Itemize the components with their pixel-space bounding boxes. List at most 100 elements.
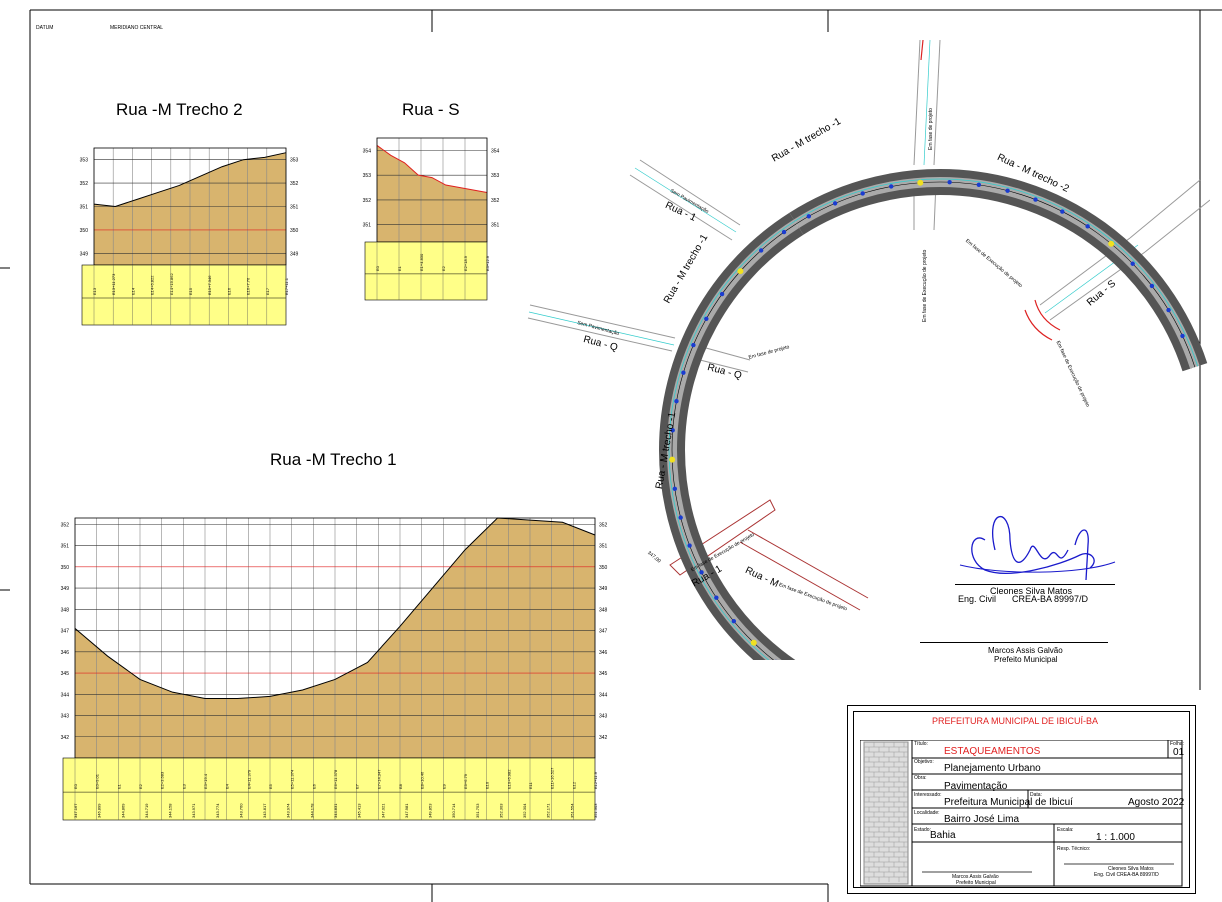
- station-label: E8: [398, 783, 403, 789]
- level-label: 347.167: [73, 803, 78, 818]
- station-marker: [832, 201, 838, 206]
- y-tick-left: 346: [61, 650, 70, 656]
- level-label: 351.554: [569, 803, 574, 818]
- road-inner-band: [939, 185, 1193, 372]
- level-label: 344.831: [333, 803, 338, 818]
- station-label: E14+19.862: [169, 273, 174, 295]
- station-marker: [947, 179, 952, 185]
- level-label: 343.974: [286, 803, 291, 818]
- plan-view: [527, 39, 1210, 660]
- level-label: 345.413: [357, 803, 362, 818]
- folha-label: Folha:: [1170, 741, 1184, 747]
- mayor-sig-line: [920, 642, 1108, 643]
- station-marker-yellow: [1108, 240, 1115, 247]
- station-marker: [860, 191, 865, 196]
- y-tick-left: 345: [61, 671, 70, 677]
- obra-value: Pavimentação: [944, 781, 1008, 792]
- road-centerline: [671, 449, 775, 660]
- station-label: E0+9.01: [95, 773, 100, 789]
- station-label: E5: [268, 783, 273, 789]
- tb-sig-right-name: Cleones Silva Matos: [1108, 866, 1154, 872]
- y-tick-right: 352: [599, 522, 608, 528]
- y-tick-right: 352: [491, 198, 500, 204]
- y-tick-left: 354: [363, 148, 372, 154]
- title-block-header: PREFEITURA MUNICIPAL DE IBICUÍ-BA: [932, 716, 1099, 726]
- engineer-role: Eng. Civil: [958, 594, 997, 604]
- y-tick-right: 353: [491, 173, 500, 179]
- station-marker: [672, 486, 678, 492]
- datum-label: DATUM: [36, 25, 54, 31]
- y-tick-right: 345: [599, 671, 608, 677]
- station-band: [62, 757, 596, 821]
- level-label: 344.869: [120, 803, 125, 818]
- station-label: E1: [116, 783, 121, 789]
- rua-q-road: [527, 304, 751, 373]
- road-outer-band: [939, 169, 1208, 367]
- y-tick-left: 352: [363, 198, 372, 204]
- station-marker-yellow: [669, 456, 676, 463]
- station-label: E7+14.347: [376, 769, 381, 789]
- road-inner-band: [675, 449, 796, 660]
- station-marker: [731, 619, 737, 624]
- folha-value: 01: [1173, 747, 1185, 758]
- station-marker: [976, 182, 982, 188]
- terrain-line: [376, 145, 488, 193]
- label-em-fase-projeto-top: Em fase de projeto: [928, 108, 934, 150]
- station-label: E3: [181, 783, 186, 789]
- station-label: E17: [265, 287, 270, 295]
- y-tick-right: 351: [599, 544, 608, 550]
- label-em-fase-exec-vert: Em fase de Execução de projeto: [922, 249, 928, 322]
- level-label: 344.719: [144, 803, 149, 818]
- station-band: [81, 264, 287, 326]
- station-marker: [1166, 307, 1171, 313]
- station-label: E0: [73, 783, 78, 789]
- station-marker: [1085, 224, 1090, 229]
- tb-sig-left-name: Marcos Assis Galvão: [952, 874, 999, 880]
- y-tick-left: 353: [80, 158, 89, 164]
- road-edge-cyan: [939, 178, 1199, 367]
- rua-1-top-road: [629, 159, 741, 241]
- y-tick-right: 352: [290, 181, 299, 187]
- station-marker: [889, 184, 894, 189]
- objetivo-value: Planejamento Urbano: [944, 763, 1041, 774]
- y-tick-left: 350: [61, 565, 70, 571]
- objetivo-label: Objetivo:: [914, 759, 934, 765]
- escala-label: Escala:: [1057, 827, 1074, 833]
- level-label: 352.304: [522, 803, 527, 818]
- station-label: E0: [375, 265, 380, 271]
- road-edge-cyan: [668, 220, 796, 451]
- station-marker: [1033, 197, 1038, 202]
- y-tick-left: 351: [61, 544, 70, 550]
- level-label: 344.178: [309, 803, 314, 818]
- station-label: E12+11.9: [593, 771, 598, 789]
- y-tick-left: 351: [80, 205, 89, 211]
- y-tick-left: 352: [61, 522, 70, 528]
- station-marker: [1180, 333, 1185, 339]
- estado-label: Estado:: [914, 827, 931, 833]
- resp-label: Resp. Técnico:: [1057, 846, 1091, 852]
- station-marker: [1130, 261, 1135, 266]
- title-block-inner: [853, 711, 1190, 888]
- station-label: E3+12.9: [485, 255, 490, 271]
- station-marker-yellow: [737, 268, 744, 275]
- station-label: E11+16.527: [550, 767, 555, 789]
- road-centerline: [939, 181, 1196, 368]
- localidade-value: Bairro José Lima: [944, 814, 1020, 825]
- level-label: 347.981: [404, 803, 409, 818]
- station-label: E12: [571, 781, 576, 789]
- station-marker: [719, 291, 725, 297]
- level-label: 352.303: [498, 803, 503, 818]
- road-outer-band: [659, 449, 769, 660]
- station-marker: [781, 229, 787, 235]
- station-marker: [1060, 209, 1065, 214]
- station-label: E14+6.822: [150, 275, 155, 295]
- station-label: E2+18.9: [463, 255, 468, 271]
- y-tick-right: 351: [491, 223, 500, 229]
- station-label: E15+7.346: [207, 275, 212, 295]
- station-label: E5+11.374: [290, 769, 295, 789]
- station-label: E8+10.46: [420, 771, 425, 789]
- station-marker: [670, 428, 675, 433]
- station-label: E9+6.79: [463, 773, 468, 789]
- y-tick-left: 344: [61, 692, 70, 698]
- y-tick-right: 349: [599, 586, 608, 592]
